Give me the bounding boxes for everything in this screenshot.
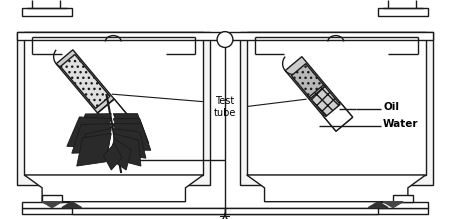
Polygon shape [323,102,353,131]
Bar [247,32,426,175]
Bar [22,202,72,208]
Polygon shape [285,57,353,131]
Bar [378,202,428,208]
Bar [18,32,432,40]
Bar [24,32,203,175]
Circle shape [217,32,233,48]
Bar [72,208,225,214]
Polygon shape [76,114,111,138]
Polygon shape [42,202,62,208]
Polygon shape [76,133,111,166]
Polygon shape [60,55,110,108]
Polygon shape [24,175,203,202]
Polygon shape [247,175,426,202]
Polygon shape [113,124,151,150]
Bar [240,32,432,185]
Bar [22,208,427,214]
Polygon shape [383,202,403,208]
Bar [393,195,413,202]
Polygon shape [369,202,388,208]
Polygon shape [56,50,127,128]
Polygon shape [104,143,122,170]
Text: Oil: Oil [383,102,399,112]
Bar [378,8,428,16]
Polygon shape [62,202,81,208]
Bar [18,32,210,185]
Text: Test
tube: Test tube [214,96,236,118]
Polygon shape [308,83,340,117]
Bar [42,195,62,202]
Polygon shape [292,64,324,97]
Polygon shape [98,99,127,128]
Bar [225,208,378,214]
Polygon shape [113,114,146,136]
Text: Water: Water [383,118,418,129]
Polygon shape [81,129,111,160]
Polygon shape [109,138,131,170]
Polygon shape [113,133,141,166]
Polygon shape [67,117,111,148]
Polygon shape [113,118,149,143]
Polygon shape [72,124,111,153]
Bar [22,8,72,16]
Polygon shape [113,129,146,158]
